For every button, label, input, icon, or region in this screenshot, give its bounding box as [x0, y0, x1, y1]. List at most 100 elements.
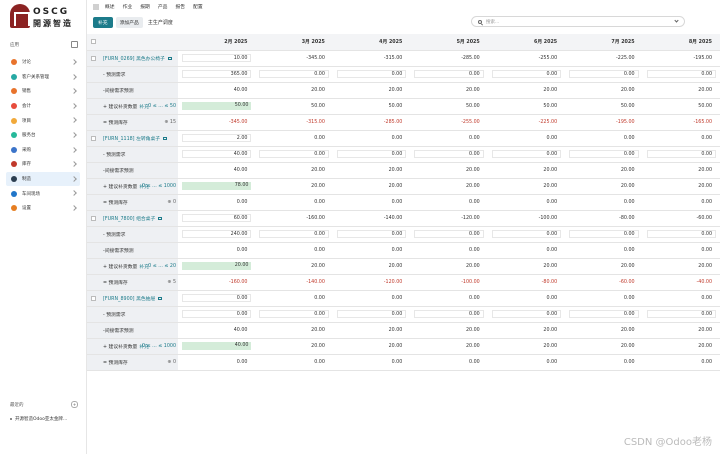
chevron-right-icon[interactable]: [71, 59, 77, 65]
forecast-value[interactable]: 0.00: [336, 230, 407, 238]
forecast-value[interactable]: 0.00: [569, 150, 639, 158]
forecast-value[interactable]: 240.00: [182, 230, 252, 238]
product-detail-icon[interactable]: [163, 136, 168, 140]
starting-inventory-cell[interactable]: 2.00: [178, 130, 256, 147]
suggest-cell[interactable]: 50.00: [332, 98, 411, 115]
safety-range[interactable]: 0 ≤ ... ≤ 20: [148, 263, 177, 269]
top-menu-item[interactable]: 配置: [193, 5, 203, 10]
forecast-cell[interactable]: 0.00: [332, 146, 411, 163]
forecast-value[interactable]: 0.00: [491, 150, 562, 158]
forecast-cell[interactable]: 0.00: [565, 306, 643, 323]
chevron-down-icon[interactable]: [674, 18, 679, 23]
forecast-cell[interactable]: 0.00: [410, 226, 488, 243]
chevron-right-icon[interactable]: [71, 161, 77, 167]
suggest-cell[interactable]: 20.00: [642, 258, 720, 275]
chevron-right-icon[interactable]: [71, 146, 77, 153]
safety-range[interactable]: 0 ≤ ... ≤ 1000: [142, 343, 177, 349]
suggest-cell[interactable]: 50.00: [565, 98, 643, 115]
product-name[interactable]: [FURN_1118] 左转角桌子: [103, 136, 161, 142]
forecast-value[interactable]: 0.00: [336, 310, 407, 318]
forecast-value[interactable]: 0.00: [646, 230, 716, 238]
forecast-value[interactable]: 0.00: [414, 310, 484, 318]
sidebar-item[interactable]: 讨论: [6, 55, 80, 70]
forecast-cell[interactable]: 0.00: [487, 146, 566, 163]
app-grid-icon[interactable]: [93, 3, 99, 10]
forecast-value[interactable]: 0.00: [569, 310, 639, 318]
suggest-cell[interactable]: 20.00: [487, 338, 566, 355]
suggest-value[interactable]: 78.00: [182, 182, 252, 190]
product-checkbox[interactable]: [91, 295, 96, 301]
forecast-value[interactable]: 0.00: [336, 150, 407, 158]
forecast-cell[interactable]: 0.00: [565, 66, 643, 83]
forecast-value[interactable]: 0.00: [491, 230, 562, 238]
forecast-cell[interactable]: 0.00: [410, 66, 488, 83]
suggest-cell[interactable]: 50.00: [487, 98, 566, 115]
suggest-cell[interactable]: 20.00: [642, 338, 720, 355]
chevron-right-icon[interactable]: [71, 190, 77, 197]
forecast-cell[interactable]: 40.00: [178, 146, 256, 163]
suggest-cell[interactable]: 50.00: [255, 98, 333, 115]
search-bar[interactable]: 搜索...: [471, 16, 685, 27]
suggest-cell[interactable]: 20.00: [410, 258, 488, 275]
forecast-cell[interactable]: 0.00: [642, 146, 720, 163]
recent-item[interactable]: 开源智造Odoo亚太金牌...: [10, 416, 67, 422]
suggest-cell[interactable]: 20.00: [487, 178, 566, 195]
forecast-value[interactable]: 0.00: [569, 70, 639, 78]
starting-inventory-cell[interactable]: 10.00: [178, 50, 256, 67]
forecast-cell[interactable]: 0.00: [255, 146, 333, 163]
product-name[interactable]: [FURN_0269] 黑色办公椅子: [103, 56, 165, 62]
sidebar-item[interactable]: 项目: [6, 113, 80, 128]
forecast-value[interactable]: 0.00: [414, 150, 484, 158]
suggest-cell[interactable]: 20.00: [332, 338, 411, 355]
suggest-cell[interactable]: 20.00: [487, 258, 566, 275]
chevron-right-icon[interactable]: [71, 73, 77, 80]
chevron-right-icon[interactable]: [71, 117, 77, 124]
add-product-button[interactable]: 添加产品: [115, 17, 143, 28]
top-menu-item[interactable]: 报期: [140, 5, 150, 10]
top-menu-item[interactable]: 概述: [105, 5, 115, 10]
forecast-value[interactable]: 0.00: [259, 230, 329, 238]
forecast-cell[interactable]: 0.00: [565, 146, 643, 163]
forecast-value[interactable]: 0.00: [336, 70, 407, 78]
replenish-link[interactable]: 补充: [139, 344, 149, 350]
suggest-cell[interactable]: 20.00: [255, 178, 333, 195]
forecast-cell[interactable]: 0.00: [178, 306, 256, 323]
replenish-link[interactable]: 补充: [139, 264, 149, 270]
forecast-value[interactable]: 0.00: [414, 230, 484, 238]
search-input[interactable]: 搜索...: [486, 19, 500, 25]
suggest-cell[interactable]: 78.00: [178, 178, 256, 195]
suggest-value[interactable]: 50.00: [182, 102, 252, 110]
sidebar-item[interactable]: 设置: [6, 201, 80, 216]
forecast-value[interactable]: 40.00: [182, 150, 252, 158]
top-menu-item[interactable]: 产品: [157, 5, 168, 10]
chevron-right-icon[interactable]: [71, 102, 77, 109]
suggest-cell[interactable]: 50.00: [178, 98, 256, 115]
safety-range[interactable]: 0 ≤ ... ≤ 1000: [142, 183, 177, 189]
add-recent-button[interactable]: +: [71, 401, 78, 408]
product-detail-icon[interactable]: [158, 216, 163, 220]
suggest-cell[interactable]: 20.00: [178, 258, 256, 275]
suggest-cell[interactable]: 20.00: [410, 338, 488, 355]
sidebar-item[interactable]: 会计: [6, 99, 80, 114]
forecast-cell[interactable]: 0.00: [565, 226, 643, 243]
forecast-value[interactable]: 0.00: [259, 150, 329, 158]
replenish-link[interactable]: 补充: [139, 184, 149, 190]
suggest-cell[interactable]: 50.00: [410, 98, 488, 115]
forecast-cell[interactable]: 365.00: [178, 66, 256, 83]
top-menu-item[interactable]: 作业: [122, 5, 133, 10]
product-name[interactable]: [FURN_7800] 组合桌子: [103, 216, 156, 222]
forecast-value[interactable]: 0.00: [414, 70, 484, 78]
suggest-value[interactable]: 40.00: [182, 342, 252, 350]
chevron-right-icon[interactable]: [71, 132, 77, 138]
suggest-cell[interactable]: 20.00: [565, 178, 643, 195]
suggest-cell[interactable]: 20.00: [410, 178, 488, 195]
safety-range[interactable]: 0 ≤ ... ≤ 50: [148, 103, 177, 109]
suggest-cell[interactable]: 40.00: [178, 338, 256, 355]
forecast-cell[interactable]: 0.00: [332, 226, 411, 243]
sidebar-item[interactable]: 车间现场: [6, 186, 80, 201]
suggest-cell[interactable]: 20.00: [642, 178, 720, 195]
sidebar-item[interactable]: 服务台: [6, 128, 80, 143]
suggest-cell[interactable]: 20.00: [332, 258, 411, 275]
chevron-right-icon[interactable]: [71, 205, 77, 211]
select-all-checkbox[interactable]: [91, 39, 96, 44]
